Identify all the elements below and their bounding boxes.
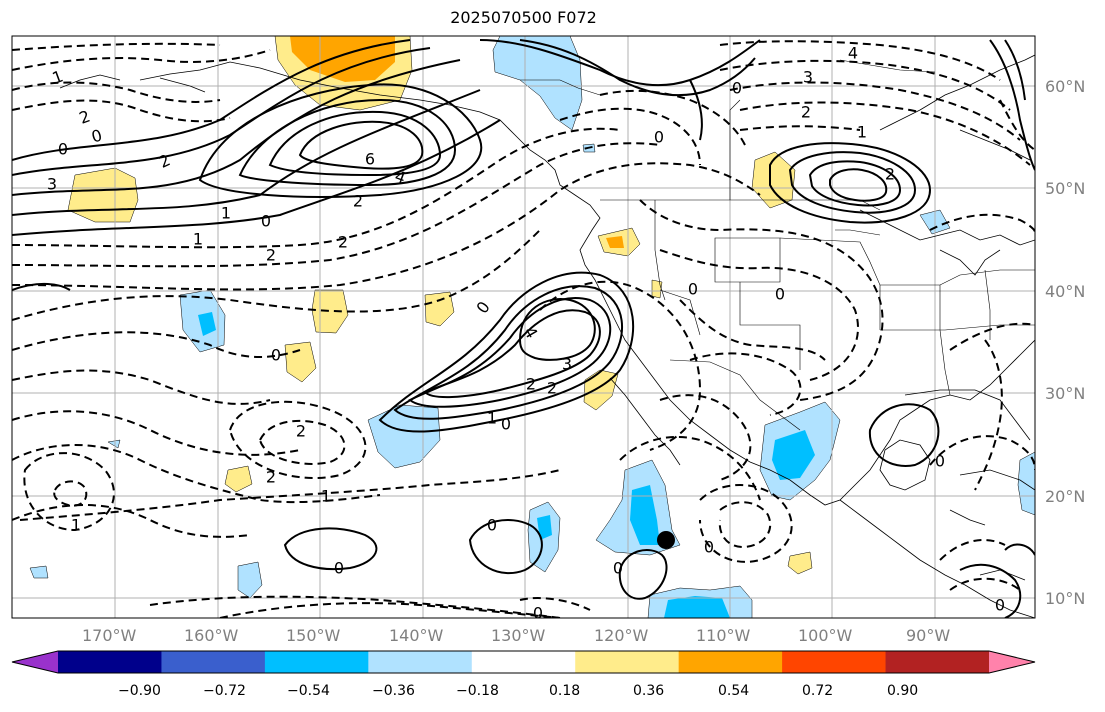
contour-label: 2 xyxy=(547,379,557,398)
lon-label: 100°W xyxy=(798,626,853,645)
lon-label: 170°W xyxy=(82,626,137,645)
lon-label: 150°W xyxy=(286,626,341,645)
contour-label: 2 xyxy=(266,468,276,487)
contour-label: 2 xyxy=(801,103,811,122)
contour-label: 0 xyxy=(58,140,68,159)
contour-label: 3 xyxy=(803,68,813,87)
colorbar-segment xyxy=(678,651,783,673)
graticule xyxy=(12,36,1035,618)
lon-label: 140°W xyxy=(389,626,444,645)
contour-label: 1 xyxy=(193,230,203,249)
colorbar-segment xyxy=(575,651,680,673)
contour-label: 0 xyxy=(654,128,664,147)
colorbar-segment xyxy=(885,651,990,673)
contour-label: 1 xyxy=(221,204,231,223)
lon-label: 130°W xyxy=(491,626,546,645)
lon-label: 110°W xyxy=(696,626,751,645)
contour-label: 0 xyxy=(688,280,698,299)
contour-label: 6 xyxy=(365,150,375,169)
colorbar-segment xyxy=(471,651,576,673)
contour-label: 2 xyxy=(156,150,173,172)
colorbar-tick-label: −0.90 xyxy=(118,683,161,699)
contour-label: 0 xyxy=(472,298,493,317)
colorbar-extend-low xyxy=(12,651,58,673)
contour-label: 3 xyxy=(47,175,57,194)
contour-label: 0 xyxy=(501,415,511,434)
contour-label: 0 xyxy=(271,346,281,365)
colorbar-tick-label: 0.18 xyxy=(549,683,581,699)
colorbar xyxy=(11,650,1036,674)
colorbar-segment xyxy=(58,651,162,673)
contour-label: 0 xyxy=(732,79,742,98)
contour-label: 4 xyxy=(392,166,408,187)
contour-label: 1 xyxy=(71,516,81,535)
colorbar-tick-label: 0.72 xyxy=(802,683,834,699)
colorbar-outline xyxy=(11,650,1036,674)
lon-label: 160°W xyxy=(184,626,239,645)
contour-label: 1 xyxy=(857,123,867,142)
colorbar-tick-label: −0.36 xyxy=(372,683,415,699)
contour-label: 2 xyxy=(338,233,348,252)
coastlines xyxy=(59,54,1035,618)
colorbar-segment xyxy=(264,651,369,673)
chart-title: 2025070500 F072 xyxy=(450,8,597,27)
contour-label: 0 xyxy=(89,126,104,147)
lat-label: 10°N xyxy=(1045,589,1086,608)
contour-label: 2 xyxy=(885,165,895,184)
lat-label: 20°N xyxy=(1045,487,1086,506)
dashed-contours xyxy=(12,40,1035,618)
contour-label: 0 xyxy=(533,604,543,623)
contour-label: 2 xyxy=(77,106,93,127)
colorbar-extend-high xyxy=(989,651,1035,673)
contour-label: 2 xyxy=(266,246,276,265)
contour-label: 4 xyxy=(520,323,542,341)
colorbar-segment xyxy=(368,651,473,673)
contour-label: 0 xyxy=(261,212,271,231)
colorbar-segment xyxy=(782,651,887,673)
contour-label: 0 xyxy=(334,559,344,578)
contour-label: 1 xyxy=(321,487,331,506)
lat-label: 40°N xyxy=(1045,282,1086,301)
contour-label: 0 xyxy=(935,452,945,471)
lon-label: 90°W xyxy=(906,626,951,645)
colorbar-tick-label: −0.72 xyxy=(203,683,246,699)
lat-label: 30°N xyxy=(1045,384,1086,403)
contour-label: 4 xyxy=(848,44,858,63)
map-frame xyxy=(11,35,1036,619)
colorbar-tick-label: 0.54 xyxy=(718,683,750,699)
colorbar-tick-label: 0.36 xyxy=(633,683,665,699)
contour-label: 1 xyxy=(50,66,66,87)
lon-label: 120°W xyxy=(594,626,649,645)
contour-label: 0 xyxy=(487,516,497,535)
lat-label: 50°N xyxy=(1045,179,1086,198)
contour-label: 0 xyxy=(704,538,714,557)
colorbar-tick-label: 0.90 xyxy=(887,683,919,699)
contour-label: 2 xyxy=(296,422,306,441)
contour-label: 0 xyxy=(995,596,1005,615)
contour-label: 2 xyxy=(526,375,536,394)
contour-label: 0 xyxy=(613,559,623,578)
colorbar-tick-label: −0.54 xyxy=(287,683,330,699)
contour-label: 2 xyxy=(353,192,363,211)
lat-label: 60°N xyxy=(1045,77,1086,96)
colorbar-tick-label: −0.18 xyxy=(456,683,499,699)
contour-label: 0 xyxy=(775,285,785,304)
colorbar-segment xyxy=(161,651,266,673)
contour-label: 3 xyxy=(562,355,572,374)
contour-label: 1 xyxy=(487,409,497,428)
storm-marker xyxy=(657,531,675,549)
